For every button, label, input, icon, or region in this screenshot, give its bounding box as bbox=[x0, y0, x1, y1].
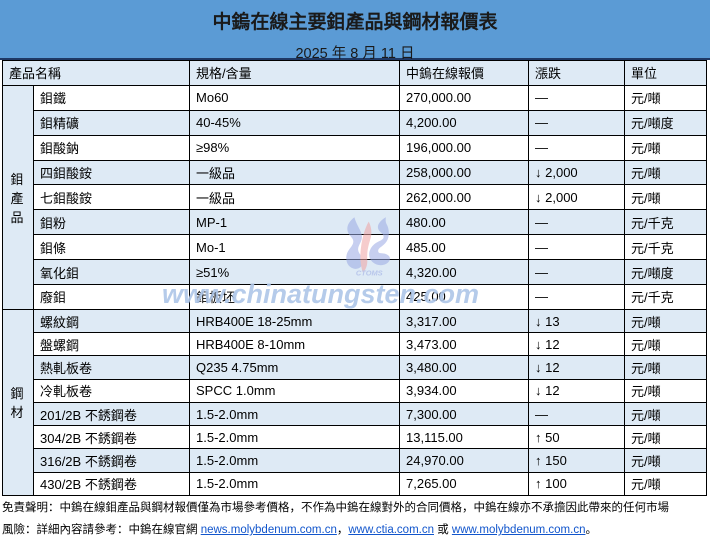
svg-text:CTOMS: CTOMS bbox=[356, 268, 383, 276]
